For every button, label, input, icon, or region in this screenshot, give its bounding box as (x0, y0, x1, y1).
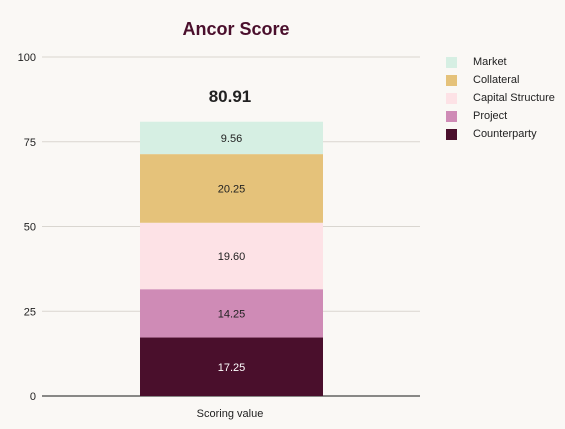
legend-item-collateral: Collateral (446, 71, 555, 89)
legend-swatch (446, 56, 457, 68)
data-label-counterparty: 17.25 (218, 362, 246, 374)
bar-segment-counterparty (140, 337, 323, 396)
y-tick-label: 25 (24, 306, 36, 318)
legend: Market Collateral Capital Structure Project… (446, 53, 555, 143)
y-tick-label: 75 (24, 137, 36, 149)
data-labels: 17.25 14.25 19.60 20.25 9.56 (218, 133, 246, 374)
data-label-project: 14.25 (218, 308, 246, 320)
legend-label: Capital Structure (473, 92, 555, 104)
legend-swatch (446, 92, 457, 104)
legend-label: Market (473, 56, 507, 68)
legend-item-capital-structure: Capital Structure (446, 89, 555, 107)
legend-swatch (446, 128, 457, 140)
x-axis-category-label: Scoring value (197, 408, 264, 420)
legend-label: Collateral (473, 74, 520, 86)
data-label-collateral: 20.25 (218, 183, 246, 195)
y-tick-label: 100 (18, 52, 36, 64)
legend-swatch (446, 74, 457, 86)
legend-item-market: Market (446, 53, 555, 71)
total-score-label: 80.91 (209, 87, 252, 106)
data-label-market: 9.56 (221, 133, 242, 145)
legend-item-project: Project (446, 107, 555, 125)
legend-label: Project (473, 110, 508, 122)
legend-label: Counterparty (473, 128, 537, 140)
stacked-bar (140, 121, 323, 396)
data-label-capital-structure: 19.60 (218, 251, 246, 263)
legend-swatch (446, 110, 457, 122)
y-axis-ticks: 0 25 50 75 100 (18, 52, 36, 403)
y-tick-label: 50 (24, 222, 36, 234)
chart-title: Ancor Score (182, 19, 289, 39)
y-tick-label: 0 (30, 391, 36, 403)
bar-segment-capital-structure (140, 222, 323, 290)
bar-segment-project (140, 289, 323, 338)
bar-segment-market (140, 121, 323, 155)
legend-item-counterparty: Counterparty (446, 125, 555, 143)
bar-segment-collateral (140, 154, 323, 223)
